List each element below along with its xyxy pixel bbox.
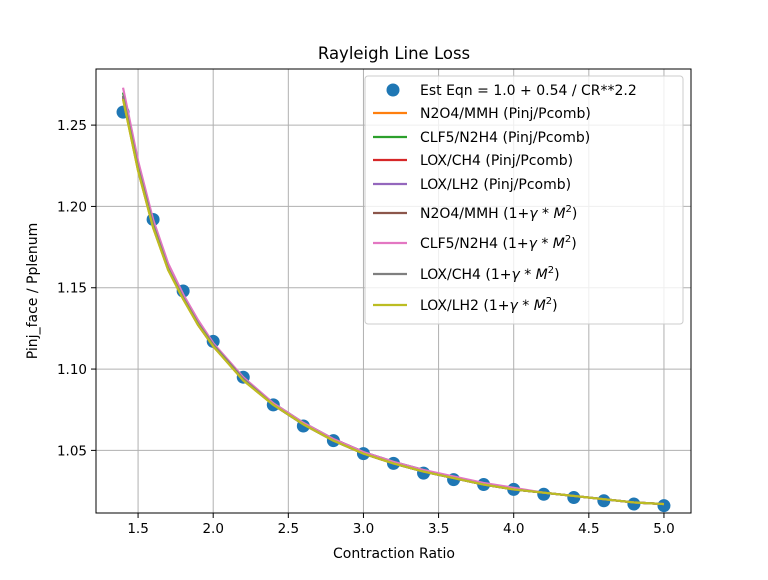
legend-label: LOX/CH4 (1+γ * M2) [420,265,560,283]
y-tick-label: 1.10 [57,362,87,378]
x-tick-label: 1.5 [127,521,148,537]
legend: Est Eqn = 1.0 + 0.54 / CR**2.2 N2O4/MMH (… [364,75,684,325]
estimate-point [537,487,551,501]
legend-box [364,75,684,325]
legend-label: CLF5/N2H4 (1+γ * M2) [420,234,577,252]
y-tick-label: 1.25 [57,118,87,134]
series-lines [121,87,665,506]
x-tick-label: 2.0 [202,521,223,537]
x-tick-label: 4.0 [503,521,524,537]
y-axis-label: Pinj_face / Pplenum [25,223,41,359]
series-line [121,98,665,506]
x-axis-ticks: 1.5 2.0 2.5 3.0 3.5 4.0 4.5 5.0 [127,513,675,537]
x-tick-label: 5.0 [653,521,674,537]
x-tick-label: 2.5 [278,521,299,537]
x-tick-label: 3.5 [428,521,449,537]
estimate-point [627,497,641,511]
estimate-point [567,491,581,505]
estimate-point [657,499,671,513]
legend-label: LOX/LH2 (1+γ * M2) [420,296,558,314]
legend-label: LOX/CH4 (Pinj/Pcomb) [420,153,573,169]
y-tick-label: 1.20 [57,199,87,215]
chart-title: Rayleigh Line Loss [318,44,470,63]
x-axis-label: Contraction Ratio [333,546,455,562]
x-tick-label: 4.5 [578,521,599,537]
legend-marker [386,83,400,97]
y-axis-ticks: 1.05 1.10 1.15 1.20 1.25 [57,118,96,459]
y-tick-label: 1.05 [57,443,87,459]
legend-label: N2O4/MMH (1+γ * M2) [420,204,577,222]
legend-label: N2O4/MMH (Pinj/Pcomb) [420,106,591,122]
y-tick-label: 1.15 [57,281,87,297]
legend-label: LOX/LH2 (Pinj/Pcomb) [420,177,571,193]
x-tick-label: 3.0 [353,521,374,537]
legend-label: Est Eqn = 1.0 + 0.54 / CR**2.2 [420,83,637,99]
plot-frame [95,68,692,514]
estimate-point [597,494,611,508]
legend-label: CLF5/N2H4 (Pinj/Pcomb) [420,130,590,146]
